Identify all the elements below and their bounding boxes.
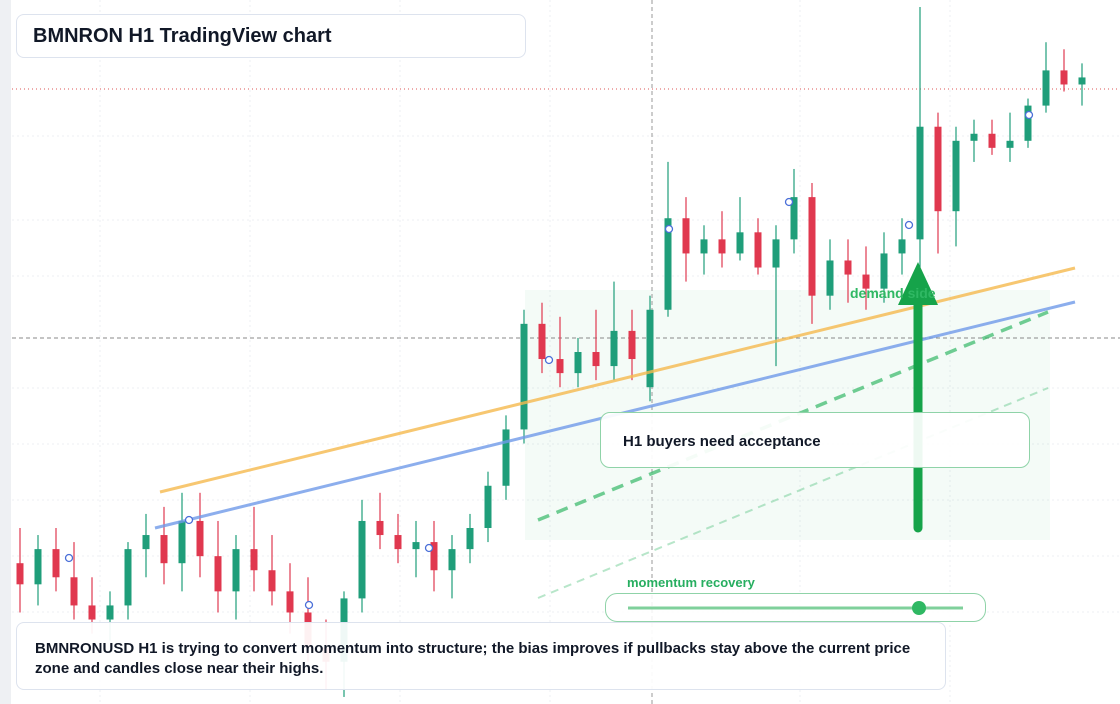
candle-body (826, 260, 834, 296)
candle-body (592, 352, 600, 367)
candle-body (106, 605, 114, 620)
candle-body (556, 359, 564, 374)
candle-body (196, 520, 204, 557)
candle-body (214, 556, 222, 592)
candle-body (898, 239, 906, 254)
candle-body (934, 126, 942, 212)
candle-body (646, 309, 654, 388)
candle-body (1060, 70, 1068, 85)
note: BMNRONUSD H1 is trying to convert moment… (35, 640, 911, 677)
candle-body (70, 577, 78, 606)
candle-body (376, 520, 384, 536)
candle-body (790, 197, 798, 240)
candle-body (718, 239, 726, 254)
candle-body (700, 239, 708, 254)
slider-graphic (628, 601, 963, 615)
candle-body (16, 563, 24, 585)
candle-body (862, 274, 870, 289)
candle-body (142, 535, 150, 550)
note-box: BMNRONUSD H1 is trying to convert moment… (16, 622, 946, 690)
candle-body (448, 549, 456, 571)
candle-body (1006, 140, 1014, 148)
candle-body (880, 253, 888, 289)
candle-body (1042, 70, 1050, 106)
candle-body (250, 549, 258, 571)
candle-body (502, 429, 510, 486)
candle-body (358, 520, 366, 599)
candle-body (160, 535, 168, 564)
candle-body (628, 330, 636, 360)
arrow-head (898, 262, 938, 305)
candle-body (178, 520, 186, 564)
candle-body (430, 542, 438, 571)
left-strip (0, 0, 11, 704)
candle-body (412, 542, 420, 550)
channel-lower (537, 387, 1049, 599)
candle-body (88, 605, 96, 620)
candle-body (844, 260, 852, 275)
candle-body (268, 570, 276, 592)
candle-body (610, 330, 618, 367)
candle-body (682, 218, 690, 254)
candle-body (286, 591, 294, 613)
candle-body (808, 197, 816, 296)
candle-body (952, 140, 960, 212)
title: BMNRON H1 TradingView chart (33, 25, 332, 47)
candle-body (988, 133, 996, 148)
candle-body (1024, 105, 1032, 141)
candle-body (124, 549, 132, 606)
slider-knob (912, 601, 926, 615)
candle-body (520, 323, 528, 430)
candle-body (574, 352, 582, 374)
candle-body (466, 528, 474, 550)
markers (64, 110, 1034, 610)
candle-body (916, 126, 924, 240)
candle-body (772, 239, 780, 268)
candle-body (970, 133, 978, 141)
candle-body (736, 232, 744, 254)
candle-body (52, 549, 60, 578)
candle-body (538, 323, 546, 360)
momentum-label: momentum recovery (627, 575, 755, 590)
candle-body (34, 549, 42, 585)
momentum-slider (605, 593, 986, 622)
candle-body (484, 485, 492, 528)
candle-body (664, 218, 672, 310)
title-box: BMNRON H1 TradingView chart (16, 14, 526, 58)
candle-body (1078, 77, 1086, 85)
acceptance-text: H1 buyers need acceptance (623, 433, 821, 450)
candle-body (232, 549, 240, 592)
demand-label: demand side (850, 285, 936, 301)
candle-body (754, 232, 762, 268)
candle-body (394, 535, 402, 550)
channel-upper (537, 310, 1049, 522)
candles (16, 7, 1086, 697)
acceptance-box: H1 buyers need acceptance (600, 412, 1030, 468)
